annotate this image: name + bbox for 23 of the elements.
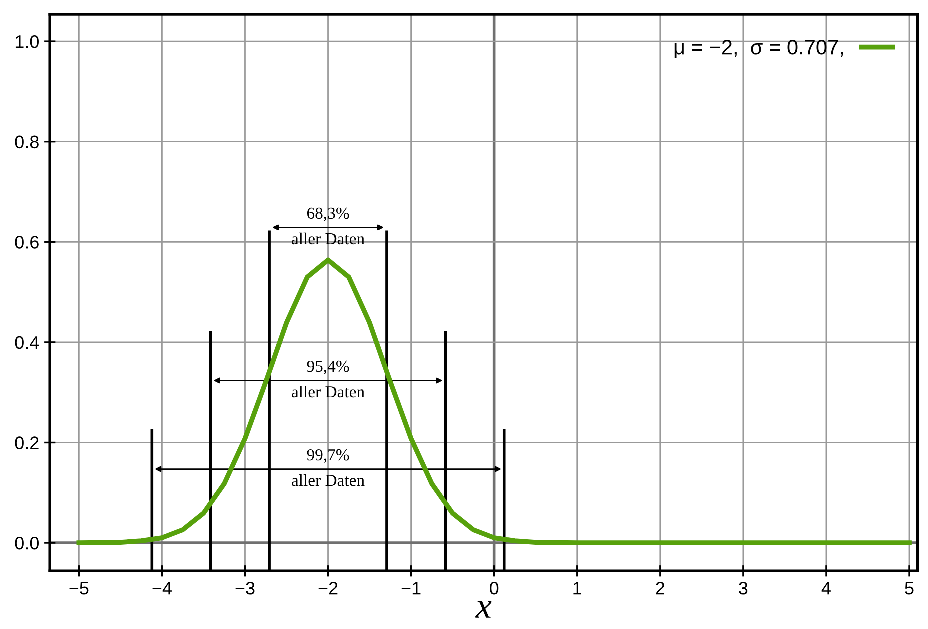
y-tick-label: 0.6 <box>15 236 39 249</box>
x-tick-label: −5 <box>70 582 89 595</box>
x-tick-label: 0 <box>490 582 499 595</box>
x-tick-label: 3 <box>739 582 748 595</box>
x-tick-label: 2 <box>656 582 665 595</box>
annotation: 68,3% aller Daten <box>292 208 365 245</box>
y-tick-label: 0.4 <box>15 336 40 350</box>
x-tick-label: 4 <box>822 582 831 595</box>
y-tick-label: 0.0 <box>15 536 39 550</box>
x-tick-label: −3 <box>236 582 255 595</box>
y-tick-label: 1.0 <box>16 35 39 48</box>
annotation: 95,4% aller Daten <box>292 360 365 398</box>
annotation: 99,7% aller Daten <box>292 449 365 486</box>
x-tick-label: −1 <box>402 582 421 595</box>
x-tick-label: −2 <box>318 582 338 595</box>
line-series <box>76 258 912 546</box>
x-axis-title: x <box>475 601 492 618</box>
x-tick-label: 5 <box>905 582 914 595</box>
y-tick-label: 0.8 <box>15 136 39 149</box>
x-tick-label: 1 <box>574 582 582 595</box>
legend-label: μ = −2, σ = 0.707, <box>674 40 844 59</box>
x-tick-label: −4 <box>152 582 172 595</box>
y-tick-label: 0.2 <box>15 436 39 450</box>
